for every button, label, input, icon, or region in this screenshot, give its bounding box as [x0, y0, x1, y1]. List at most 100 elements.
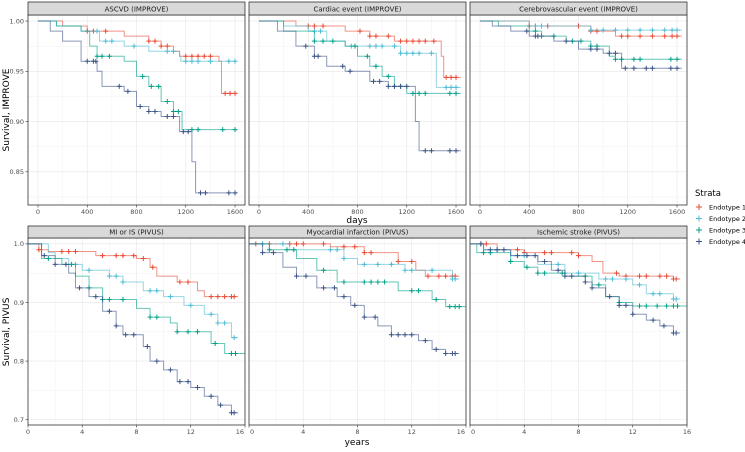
censor-mark — [576, 270, 581, 276]
censor-mark — [404, 38, 410, 44]
censor-mark — [183, 58, 189, 64]
censor-mark — [183, 53, 189, 59]
censor-mark — [361, 314, 367, 320]
y-tick-label: 0.95 — [10, 68, 24, 76]
censor-mark — [664, 273, 670, 279]
x-tick-label: 800 — [572, 208, 584, 216]
censor-mark — [341, 294, 347, 300]
legend-label: Endotype 4 — [709, 238, 745, 246]
censor-mark — [188, 302, 194, 308]
censor-mark — [106, 53, 112, 59]
x-tick-label: 0 — [471, 428, 475, 436]
censor-mark — [207, 58, 213, 64]
x-tick-label: 4 — [522, 428, 526, 436]
censor-mark — [443, 350, 449, 356]
legend: Strata Endotype 1 Endotype 2 Endotype 3 End… — [695, 189, 745, 246]
km-curve-endotype-1 — [37, 20, 238, 94]
censor-mark — [321, 241, 327, 247]
censor-mark — [361, 279, 367, 285]
censor-mark — [212, 341, 218, 347]
censor-mark — [532, 23, 538, 29]
x-tick-label: 1200 — [177, 208, 194, 216]
censor-mark — [180, 129, 186, 135]
censor-mark — [220, 127, 226, 133]
censor-mark — [606, 50, 612, 56]
censor-mark — [542, 250, 548, 256]
x-tick-label: 1600 — [669, 208, 686, 216]
censor-mark — [315, 53, 321, 59]
censor-mark — [99, 53, 105, 59]
censor-mark — [409, 267, 415, 273]
censor-mark — [222, 294, 228, 300]
censor-mark — [352, 43, 358, 49]
censor-mark — [524, 264, 530, 270]
censor-mark — [637, 27, 643, 33]
censor-mark — [623, 302, 629, 308]
km-curve-endotype-2 — [249, 243, 460, 280]
censor-mark — [270, 250, 276, 256]
censor-mark — [233, 350, 239, 356]
x-tick-label: 12 — [408, 428, 416, 436]
censor-mark — [422, 338, 428, 344]
y-tick-label: 1.0 — [14, 240, 24, 248]
censor-mark — [361, 261, 367, 267]
censor-mark — [404, 83, 410, 89]
censor-mark — [195, 384, 201, 390]
censor-mark — [535, 33, 541, 39]
x-tick-label: 4 — [80, 428, 84, 436]
censor-mark — [215, 294, 221, 300]
censor-mark — [673, 296, 679, 302]
censor-mark — [146, 109, 152, 115]
panel-title: Cerebrovascular event (IMPROVE) — [519, 6, 638, 14]
censor-mark — [293, 241, 299, 247]
censor-mark — [668, 65, 674, 71]
censor-mark — [631, 65, 637, 71]
censor-mark — [391, 43, 397, 49]
censor-mark — [86, 267, 92, 273]
censor-mark — [487, 247, 493, 253]
censor-mark — [456, 304, 462, 310]
censor-mark — [94, 28, 100, 34]
censor-mark — [443, 84, 449, 90]
x-tick-label: 1600 — [227, 208, 244, 216]
censor-mark — [352, 244, 358, 250]
censor-mark — [41, 253, 47, 259]
legend-key-plus-icon — [696, 204, 702, 210]
censor-mark — [170, 109, 176, 115]
censor-mark — [231, 294, 237, 300]
censor-mark — [208, 311, 214, 317]
censor-mark — [185, 379, 191, 385]
censor-mark — [395, 332, 401, 338]
censor-mark — [113, 323, 119, 329]
censor-mark — [398, 83, 404, 89]
censor-mark — [637, 56, 643, 62]
censor-mark — [106, 273, 112, 279]
censor-mark — [409, 258, 415, 264]
panel: Myocardial infarction (PIVUS) 0 4 8 12 16 — [248, 225, 467, 436]
censor-mark — [232, 127, 238, 133]
censor-mark — [391, 83, 397, 89]
censor-mark — [106, 308, 112, 314]
km-curve-endotype-4 — [249, 243, 460, 354]
censor-mark — [600, 27, 606, 33]
censor-mark — [404, 50, 410, 56]
x-tick-label: 8 — [134, 428, 138, 436]
censor-mark — [654, 303, 660, 309]
censor-mark — [388, 332, 394, 338]
censor-mark — [637, 282, 643, 288]
censor-mark — [582, 279, 588, 285]
censor-mark — [334, 247, 340, 253]
censor-mark — [673, 330, 679, 336]
censor-mark — [385, 73, 391, 79]
censor-mark — [120, 297, 126, 303]
censor-mark — [103, 28, 109, 34]
legend-key-plus-icon — [696, 227, 702, 233]
censor-mark — [637, 273, 643, 279]
censor-mark — [303, 43, 309, 49]
censor-mark — [66, 248, 72, 254]
censor-mark — [175, 109, 181, 115]
censor-mark — [569, 250, 575, 256]
censor-mark — [555, 261, 561, 267]
censor-mark — [164, 114, 170, 120]
x-tick-label: 400 — [302, 208, 314, 216]
